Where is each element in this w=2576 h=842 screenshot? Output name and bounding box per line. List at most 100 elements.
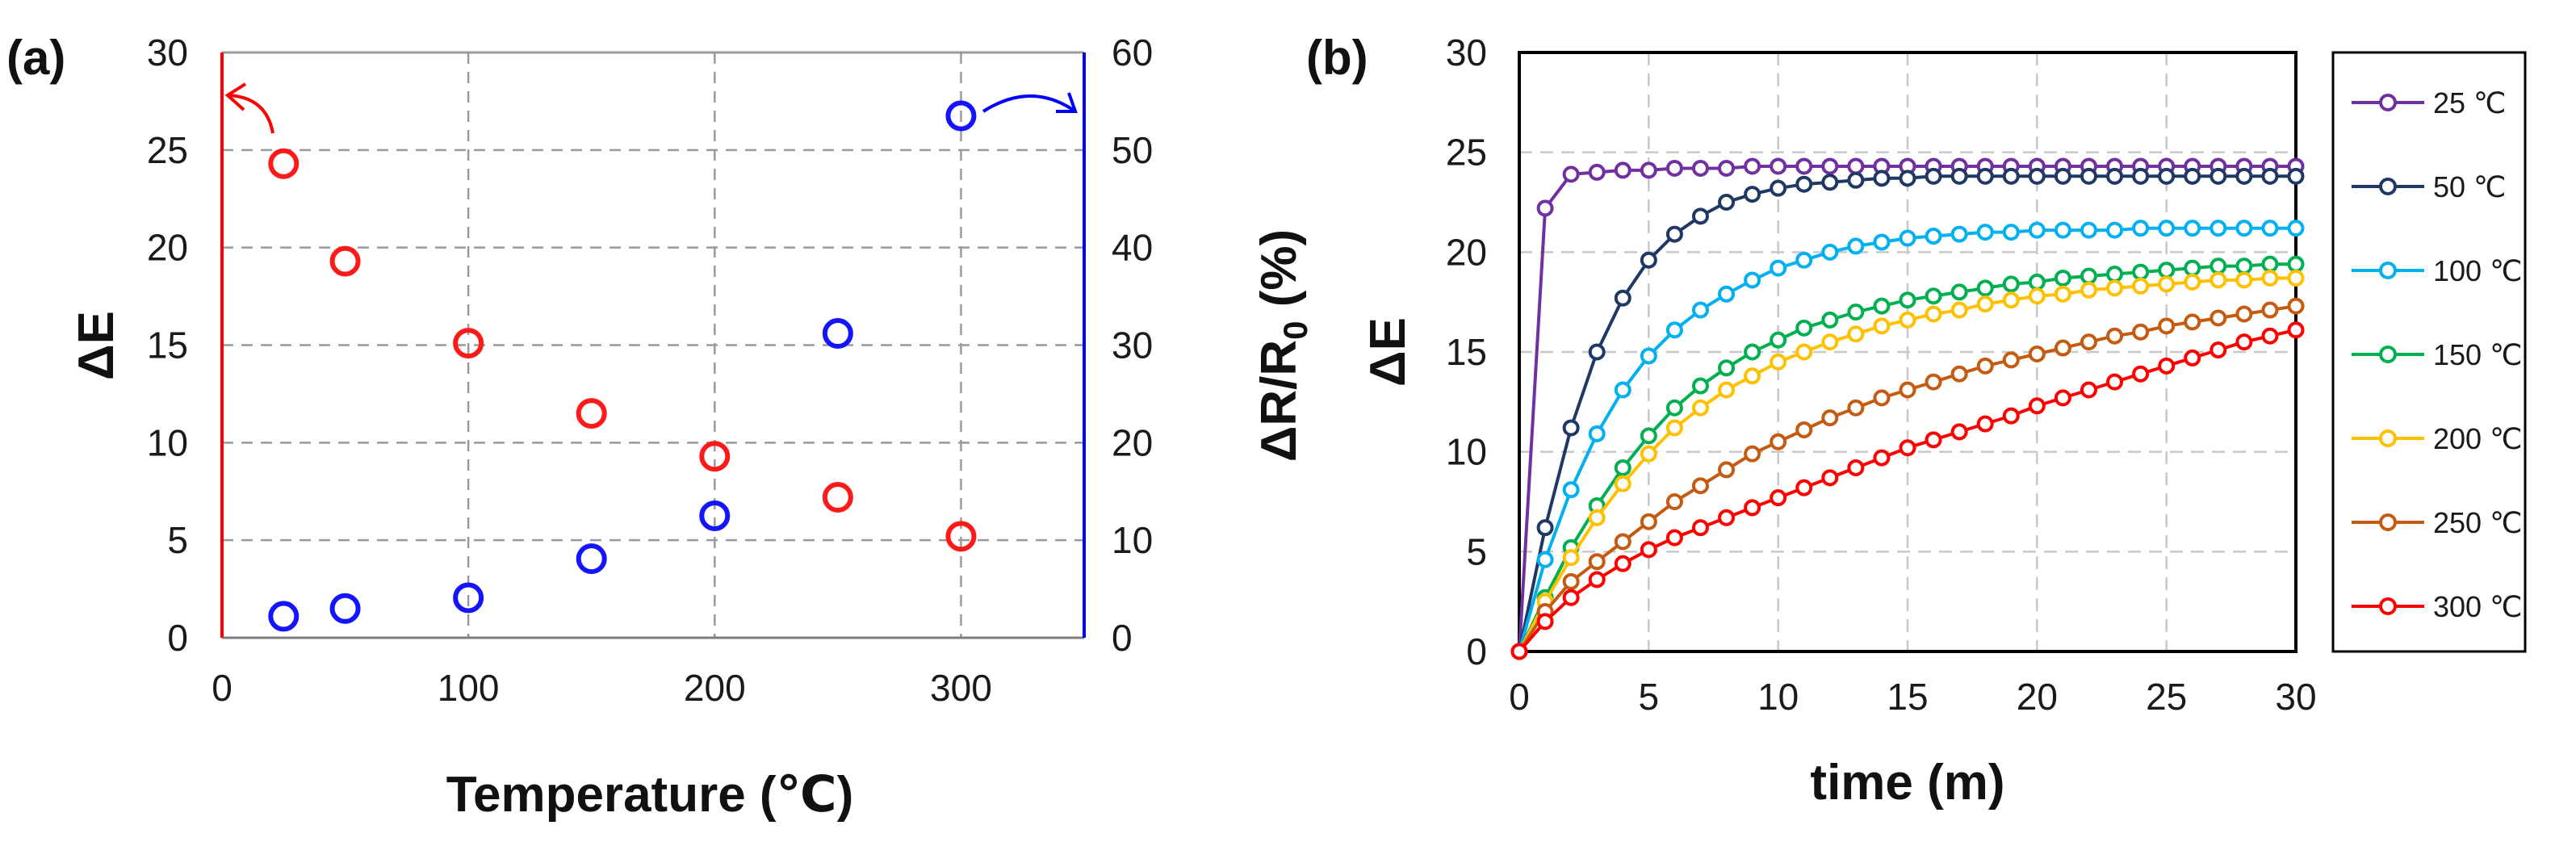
- panel-b-chart: (b) 0 5 10 15 20 25 30 0 5 10 15 20 25 30 time (m) ΔE…: [1306, 31, 2527, 811]
- series-marker-50c: [1873, 170, 1891, 187]
- series-marker-250c: [1562, 572, 1580, 590]
- legend-marker-25c: [2379, 94, 2397, 111]
- delta-r-point: [453, 582, 484, 614]
- series-marker-200c: [2184, 273, 2201, 291]
- series-marker-25c: [1588, 163, 1606, 181]
- series-marker-250c: [1925, 373, 1942, 391]
- series-marker-200c: [1665, 419, 1683, 437]
- y-tick-label: 10: [1446, 431, 1487, 473]
- series-marker-150c: [1665, 399, 1683, 417]
- y-tick-label: 5: [1466, 530, 1487, 572]
- series-marker-200c: [1614, 475, 1631, 492]
- series-marker-250c: [2106, 327, 2124, 345]
- series-marker-150c: [1873, 297, 1891, 315]
- series-marker-150c: [2106, 266, 2124, 283]
- series-marker-50c: [2158, 167, 2176, 185]
- series-marker-50c: [2054, 167, 2071, 185]
- series-marker-250c: [1614, 533, 1631, 551]
- legend-label-100c: 100 ℃: [2433, 254, 2523, 287]
- series-marker-300c: [2261, 327, 2279, 345]
- series-marker-250c: [2080, 333, 2097, 351]
- series-marker-200c: [2158, 275, 2176, 293]
- series-marker-300c: [2028, 397, 2046, 415]
- series-marker-25c: [1691, 159, 1709, 177]
- series-marker-150c: [1925, 287, 1942, 305]
- legend-label-50c: 50 ℃: [2433, 170, 2506, 203]
- series-marker-25c: [1640, 161, 1657, 179]
- series-marker-50c: [1795, 175, 1813, 193]
- series-marker-300c: [1950, 423, 1968, 441]
- delta-e-point: [822, 482, 853, 513]
- series-marker-300c: [2209, 341, 2227, 359]
- series-marker-300c: [1821, 469, 1839, 487]
- series-marker-150c: [1640, 427, 1657, 445]
- series-marker-25c: [1614, 161, 1631, 179]
- series-marker-300c: [1562, 589, 1580, 606]
- series-marker-200c: [1847, 325, 1865, 343]
- series-marker-200c: [2080, 281, 2097, 299]
- series-marker-250c: [2132, 323, 2150, 341]
- series-marker-100c: [1847, 237, 1865, 255]
- legend-item-25c: 25 ℃: [2352, 86, 2506, 119]
- delta-r-point: [699, 500, 731, 531]
- left-y-tick-label: 10: [147, 421, 188, 463]
- legend-item-100c: 100 ℃: [2352, 254, 2523, 287]
- series-marker-100c: [2261, 220, 2279, 237]
- series-marker-50c: [2235, 167, 2253, 185]
- series-marker-150c: [2132, 263, 2150, 281]
- series-marker-300c: [2106, 373, 2124, 391]
- right-y-tick-label: 0: [1112, 617, 1133, 659]
- series-marker-250c: [1718, 461, 1736, 479]
- series-marker-250c: [2002, 351, 2020, 369]
- series-marker-200c: [2287, 269, 2305, 287]
- series-marker-200c: [1873, 317, 1891, 335]
- series-marker-100c: [2287, 220, 2305, 237]
- series-marker-50c: [1614, 289, 1631, 307]
- delta-e-point: [453, 328, 484, 359]
- legend-item-50c: 50 ℃: [2352, 170, 2506, 203]
- legend-marker-150c: [2379, 346, 2397, 363]
- series-marker-300c: [2080, 381, 2097, 399]
- series-marker-250c: [2028, 345, 2046, 362]
- panel-a-gridlines: [222, 52, 1084, 638]
- series-marker-50c: [2132, 167, 2150, 185]
- right-y-tick-label: 30: [1112, 325, 1153, 367]
- delta-e-point: [576, 398, 607, 429]
- legend-label-200c: 200 ℃: [2433, 422, 2523, 455]
- panel-b-plot-frame: [1518, 51, 2297, 653]
- series-marker-100c: [1899, 229, 1916, 247]
- series-marker-200c: [2106, 279, 2124, 297]
- series-marker-100c: [1873, 233, 1891, 251]
- series-marker-100c: [1795, 251, 1813, 269]
- series-marker-100c: [1925, 228, 1942, 245]
- x-tick-label: 20: [2017, 676, 2058, 718]
- series-marker-300c: [2002, 407, 2020, 425]
- series-marker-150c: [2158, 262, 2176, 279]
- series-marker-50c: [1691, 207, 1709, 225]
- series-marker-250c: [1821, 409, 1839, 427]
- delta-e-point: [945, 521, 977, 552]
- series-marker-50c: [1976, 167, 1994, 185]
- series-marker-300c: [1614, 555, 1631, 572]
- series-marker-300c: [1976, 415, 1994, 433]
- series-marker-100c: [2002, 224, 2020, 241]
- series-marker-150c: [2054, 269, 2071, 287]
- series-marker-50c: [2209, 167, 2227, 185]
- series-marker-300c: [2235, 333, 2253, 351]
- x-tick-label: 15: [1887, 676, 1928, 718]
- series-marker-100c: [2054, 221, 2071, 239]
- series-marker-200c: [1795, 343, 1813, 361]
- series-marker-300c: [2132, 365, 2150, 383]
- series-marker-100c: [1562, 481, 1580, 499]
- series-marker-25c: [1821, 157, 1839, 175]
- panel-a-left-axis-title: ΔE: [69, 311, 124, 380]
- series-marker-300c: [2158, 357, 2176, 375]
- series-marker-150c: [2002, 275, 2020, 293]
- series-marker-50c: [1640, 251, 1657, 269]
- series-marker-100c: [1744, 271, 1761, 289]
- series-marker-100c: [1614, 381, 1631, 399]
- series-marker-100c: [2106, 221, 2124, 239]
- right-axis-title-unit: (%): [1251, 229, 1307, 321]
- series-marker-250c: [2235, 305, 2253, 323]
